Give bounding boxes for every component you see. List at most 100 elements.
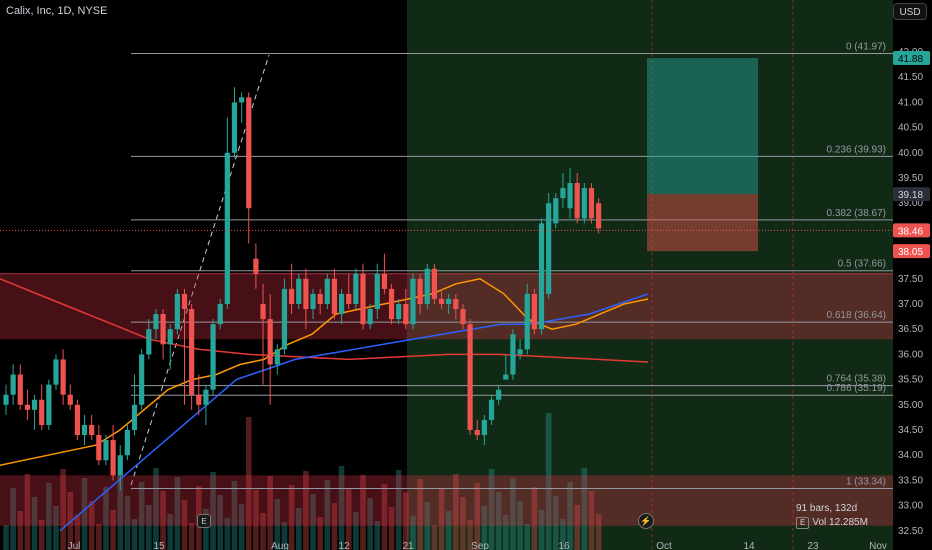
volume-bar <box>181 500 188 550</box>
lightning-icon[interactable]: ⚡ <box>638 513 654 529</box>
candle-body <box>453 298 459 310</box>
earnings-marker[interactable]: E <box>197 514 211 528</box>
volume-bar <box>460 497 466 550</box>
candle-body <box>481 419 487 436</box>
time-axis[interactable]: Jul 15 Aug 12 21 Sep 16 Oct 14 23 Nov <box>0 536 932 550</box>
time-tick: Aug <box>271 541 289 550</box>
candle-body <box>89 424 95 436</box>
candle-body <box>39 399 45 425</box>
volume-bar <box>131 519 138 550</box>
candle-body <box>217 304 223 325</box>
volume-bar <box>331 503 338 550</box>
moving-average-blue <box>59 293 649 532</box>
candle-body <box>124 430 130 456</box>
candle-body <box>224 152 230 304</box>
price-tick: 32.50 <box>898 526 923 537</box>
candle-body <box>417 278 423 304</box>
zones-layer <box>0 273 893 526</box>
price-label: 38.46 <box>898 226 923 237</box>
candle-body <box>360 273 366 325</box>
volume-bar <box>353 512 359 550</box>
price-label: 41.88 <box>898 54 923 65</box>
price-tick: 33.00 <box>898 501 923 512</box>
volume-bar <box>60 469 66 550</box>
volume-bar <box>238 504 245 550</box>
symbol-title[interactable]: Calix, Inc, 1D, NYSE <box>6 5 108 17</box>
volume-bar <box>231 481 238 550</box>
candle-body <box>567 183 573 209</box>
candle-body <box>488 399 495 420</box>
candle-body <box>231 102 238 153</box>
volume-bar <box>274 499 281 550</box>
price-label-bg <box>893 187 930 202</box>
volume-bar <box>395 470 402 550</box>
volume-bar <box>295 508 302 550</box>
price-axis[interactable]: 42.0041.5041.0040.5040.0039.5039.0038.50… <box>893 0 932 550</box>
volume-bar <box>517 501 523 550</box>
volume-bar <box>88 501 95 550</box>
time-tick: 12 <box>338 541 350 550</box>
price-label-bg <box>893 244 930 259</box>
time-tick: Jul <box>68 541 81 550</box>
volume-bar <box>438 488 445 550</box>
volume-info: 91 bars, 132d E Vol 12.285M <box>796 502 868 530</box>
volume-bar <box>167 514 174 550</box>
volume-bar <box>153 468 159 550</box>
candle-body <box>81 424 88 436</box>
time-tick: 16 <box>558 541 570 550</box>
volume-bar <box>360 475 366 550</box>
candle-body <box>253 258 259 274</box>
volume-bar <box>417 479 423 550</box>
volume-bar <box>431 525 438 550</box>
volume-bar <box>445 511 452 550</box>
volume-bar <box>3 525 9 550</box>
candle-body <box>196 394 202 405</box>
volume-bar <box>245 417 252 550</box>
price-label-bg <box>893 51 930 66</box>
candle-body <box>338 293 345 315</box>
volume-bar <box>81 478 88 550</box>
candle-body <box>524 293 530 350</box>
candle-body <box>410 278 416 325</box>
candle-body <box>317 293 323 304</box>
candle-body <box>346 293 352 304</box>
fib-label-1: 1 (33.34) <box>846 476 886 487</box>
candle-body <box>289 288 295 304</box>
candle-body <box>103 440 109 461</box>
volume-text: Vol 12.285M <box>812 517 868 528</box>
currency-button[interactable]: USD <box>893 3 927 20</box>
price-tick: 40.50 <box>898 123 923 134</box>
volume-bar <box>367 498 373 550</box>
candle-body <box>367 309 373 325</box>
volume-bar <box>388 507 395 550</box>
time-tick: Nov <box>869 541 887 550</box>
long-position-tool[interactable] <box>647 58 758 252</box>
candle-body <box>281 288 288 350</box>
fibonacci-retracement[interactable]: 0 (41.97) 0.236 (39.93) 0.382 (38.67) 0.5 (… <box>131 42 893 489</box>
price-tick: 37.00 <box>898 299 923 310</box>
candle-body <box>474 430 480 436</box>
price-tick: 37.50 <box>898 274 923 285</box>
candle-body <box>117 455 123 476</box>
fib-label-0.786: 0.786 (35.19) <box>827 383 887 394</box>
volume-bar <box>495 492 502 550</box>
volume-bar <box>288 485 295 550</box>
date-range-highlight <box>407 0 893 550</box>
candle-body <box>581 188 587 219</box>
volume-bar <box>410 516 416 550</box>
time-tick: 23 <box>807 541 819 550</box>
candle-body <box>424 268 430 304</box>
fib-label-0.5: 0.5 (37.66) <box>838 259 886 270</box>
volume-bar <box>552 496 559 550</box>
candle-body <box>274 349 280 365</box>
background-layer <box>130 0 893 550</box>
volume-bar <box>317 517 323 550</box>
stop-loss-zone <box>647 194 758 252</box>
volume-bar <box>24 474 31 550</box>
fib-label-0.618: 0.618 (36.64) <box>827 310 887 321</box>
candle-body <box>303 278 309 310</box>
volume-bar <box>110 510 116 550</box>
candle-body <box>517 349 523 355</box>
candle-body <box>324 278 330 304</box>
